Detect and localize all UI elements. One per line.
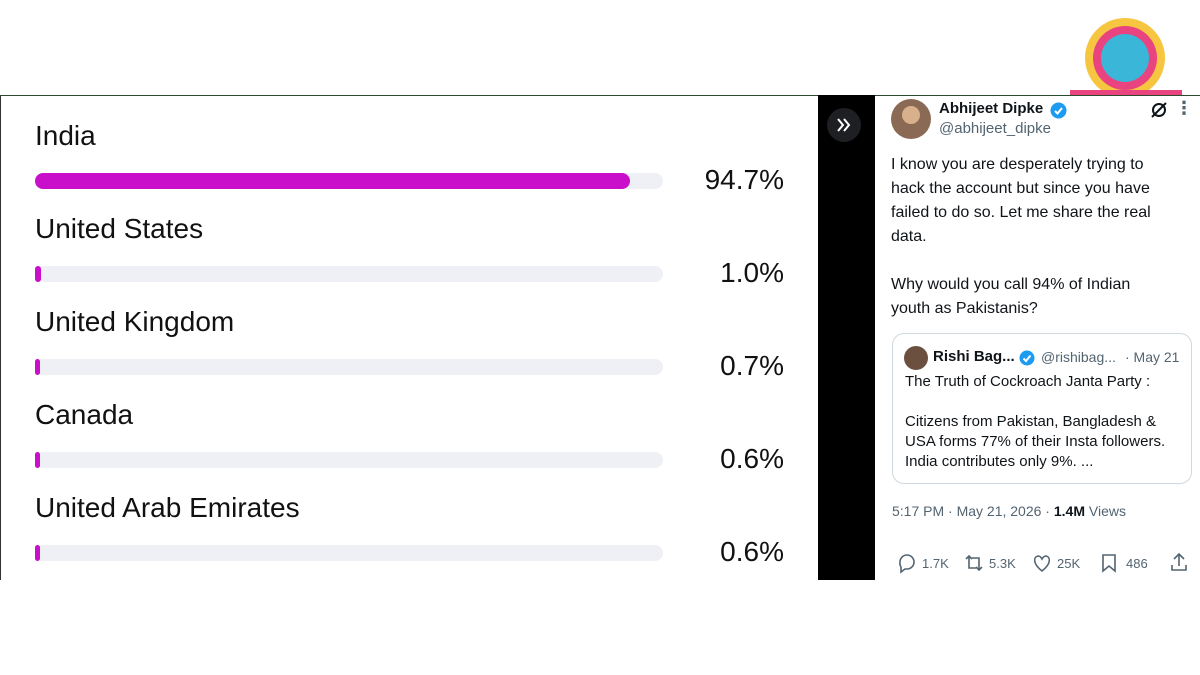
repost-count: 5.3K [989, 556, 1016, 571]
quote-name: Rishi Bag... [933, 348, 1015, 365]
quote-tweet[interactable]: Rishi Bag... @rishibag... · May 21 The T… [892, 333, 1192, 484]
logo-inner [1101, 34, 1149, 82]
bar [35, 266, 42, 282]
bar [35, 359, 40, 375]
country-label: India [35, 120, 96, 151]
quote-date: · May 21 [1125, 349, 1180, 365]
percent-label: 94.7% [704, 164, 784, 195]
bar-track [35, 545, 663, 561]
quote-line: The Truth of Cockroach Janta Party : [905, 373, 1151, 390]
reply-icon[interactable] [896, 552, 918, 574]
bar-track [35, 173, 663, 189]
country-label: United States [35, 213, 204, 244]
logo [1070, 18, 1182, 98]
quote-line: India contributes only 9%. ... [905, 453, 1094, 470]
country-label: United Arab Emirates [35, 492, 300, 523]
bar-track [35, 452, 663, 468]
verified-badge [1050, 102, 1067, 119]
bar-track [35, 359, 663, 375]
percent-label: 0.7% [720, 350, 784, 381]
percent-label: 0.6% [720, 536, 784, 567]
repost-icon[interactable] [962, 552, 986, 574]
bar [35, 173, 630, 189]
quote-avatar [904, 346, 928, 370]
timestamp: 5:17 PM · May 21, 2026 · 1.4M Views [892, 503, 1126, 519]
text-line: youth as Pakistanis? [891, 300, 1038, 317]
bar [35, 452, 40, 468]
views-label: Views [1088, 503, 1126, 519]
text-line: failed to do so. Let me share the real [891, 204, 1151, 221]
timestamp-text: 5:17 PM · May 21, 2026 · [892, 503, 1050, 519]
bar [35, 545, 40, 561]
expand-button[interactable] [826, 107, 862, 143]
views-count: 1.4M [1053, 503, 1085, 519]
text-line: Why would you call 94% of Indian [891, 276, 1131, 293]
bookmark-count: 486 [1126, 556, 1148, 571]
country-label: United Kingdom [35, 306, 235, 337]
share-icon[interactable] [1168, 551, 1190, 573]
text-line: data. [891, 228, 927, 245]
more-icon[interactable]: ⋮ [1175, 98, 1193, 118]
quote-line: USA forms 77% of their Insta followers. [905, 433, 1166, 450]
avatar [891, 99, 931, 139]
quote-handle: @rishibag... [1041, 349, 1116, 365]
text-line: hack the account but since you have [891, 180, 1150, 197]
bar-track [35, 266, 663, 282]
logo-band [1070, 90, 1182, 98]
country-label: Canada [35, 399, 134, 430]
grok-icon[interactable] [1149, 100, 1169, 120]
quote-line: Citizens from Pakistan, Bangladesh & [905, 413, 1156, 430]
tweet: Abhijeet Dipke @abhijeet_dipke ⋮ I know … [875, 95, 1200, 580]
reply-count: 1.7K [922, 556, 949, 571]
audience-panel: India 94.7% United States 1.0% United Kingdo… [0, 95, 818, 580]
bookmark-icon[interactable] [1099, 552, 1119, 574]
percent-label: 1.0% [720, 257, 784, 288]
percent-label: 0.6% [720, 443, 784, 474]
text-line: I know you are desperately trying to [891, 156, 1144, 173]
quote-verified [1019, 350, 1035, 366]
like-icon[interactable] [1031, 552, 1053, 574]
author-name: Abhijeet Dipke [939, 100, 1044, 117]
dark-strip [818, 95, 875, 580]
like-count: 25K [1057, 556, 1081, 571]
author-handle: @abhijeet_dipke [939, 120, 1051, 137]
